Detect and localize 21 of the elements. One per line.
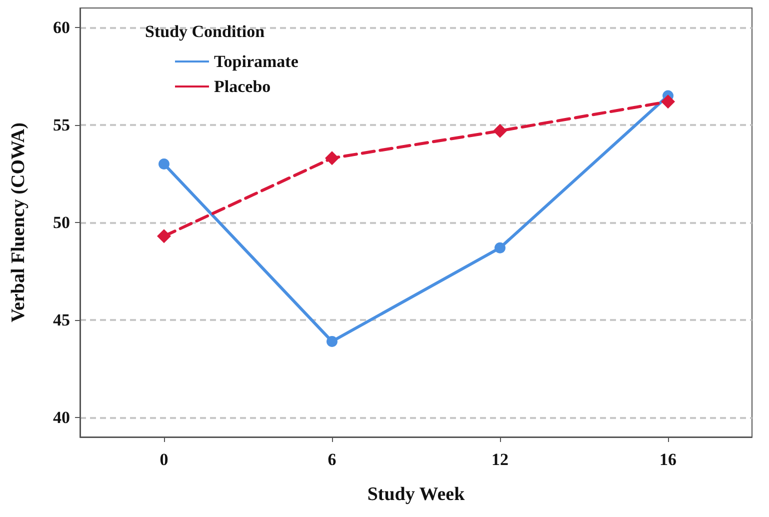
x-tick-label: 0	[160, 450, 168, 469]
point	[493, 124, 507, 138]
point	[158, 158, 170, 170]
point	[661, 94, 675, 109]
y-tick-label: 55	[53, 116, 70, 134]
y-tick-label: 40	[53, 408, 70, 427]
x-tick-label: 6	[328, 450, 336, 469]
point	[157, 229, 171, 244]
x-tick-label: 12	[492, 450, 508, 469]
y-axis-title: Verbal Fluency (COWA)	[8, 122, 29, 322]
point	[325, 151, 339, 166]
point	[494, 242, 506, 254]
point	[326, 336, 338, 347]
y-tick-label: 60	[53, 18, 70, 37]
y-tick-label: 45	[53, 310, 70, 330]
legend-label: Topiramate	[214, 52, 299, 71]
y-tick-label: 50	[53, 213, 70, 232]
x-tick-label: 16	[660, 450, 676, 469]
legend-title: Study Condition	[145, 22, 266, 41]
x-axis-title: Study Week	[367, 484, 466, 505]
legend-label: Placebo	[214, 77, 271, 96]
